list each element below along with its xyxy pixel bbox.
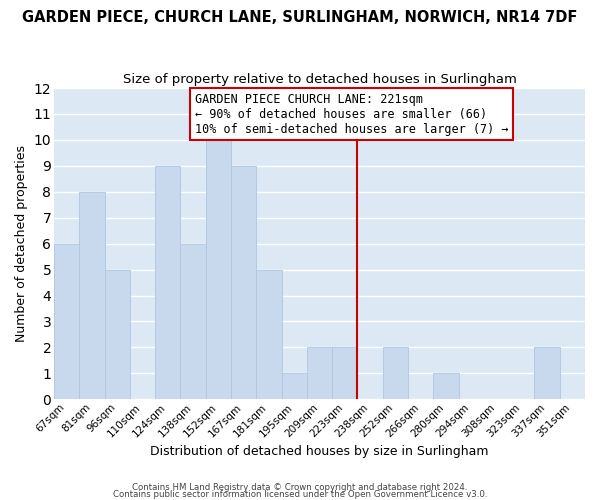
Bar: [181, 244, 206, 400]
Bar: [79, 192, 104, 400]
Bar: [281, 374, 307, 400]
Bar: [433, 374, 458, 400]
Text: Contains public sector information licensed under the Open Government Licence v3: Contains public sector information licen…: [113, 490, 487, 499]
Bar: [256, 270, 281, 400]
Bar: [231, 166, 256, 400]
Bar: [155, 166, 181, 400]
Bar: [206, 140, 231, 400]
Text: GARDEN PIECE CHURCH LANE: 221sqm
← 90% of detached houses are smaller (66)
10% o: GARDEN PIECE CHURCH LANE: 221sqm ← 90% o…: [195, 92, 508, 136]
Text: Contains HM Land Registry data © Crown copyright and database right 2024.: Contains HM Land Registry data © Crown c…: [132, 484, 468, 492]
Bar: [383, 348, 408, 400]
Bar: [307, 348, 332, 400]
X-axis label: Distribution of detached houses by size in Surlingham: Distribution of detached houses by size …: [150, 444, 489, 458]
Bar: [104, 270, 130, 400]
Bar: [535, 348, 560, 400]
Y-axis label: Number of detached properties: Number of detached properties: [15, 145, 28, 342]
Title: Size of property relative to detached houses in Surlingham: Size of property relative to detached ho…: [122, 72, 517, 86]
Text: GARDEN PIECE, CHURCH LANE, SURLINGHAM, NORWICH, NR14 7DF: GARDEN PIECE, CHURCH LANE, SURLINGHAM, N…: [22, 10, 578, 25]
Bar: [54, 244, 79, 400]
Bar: [332, 348, 358, 400]
